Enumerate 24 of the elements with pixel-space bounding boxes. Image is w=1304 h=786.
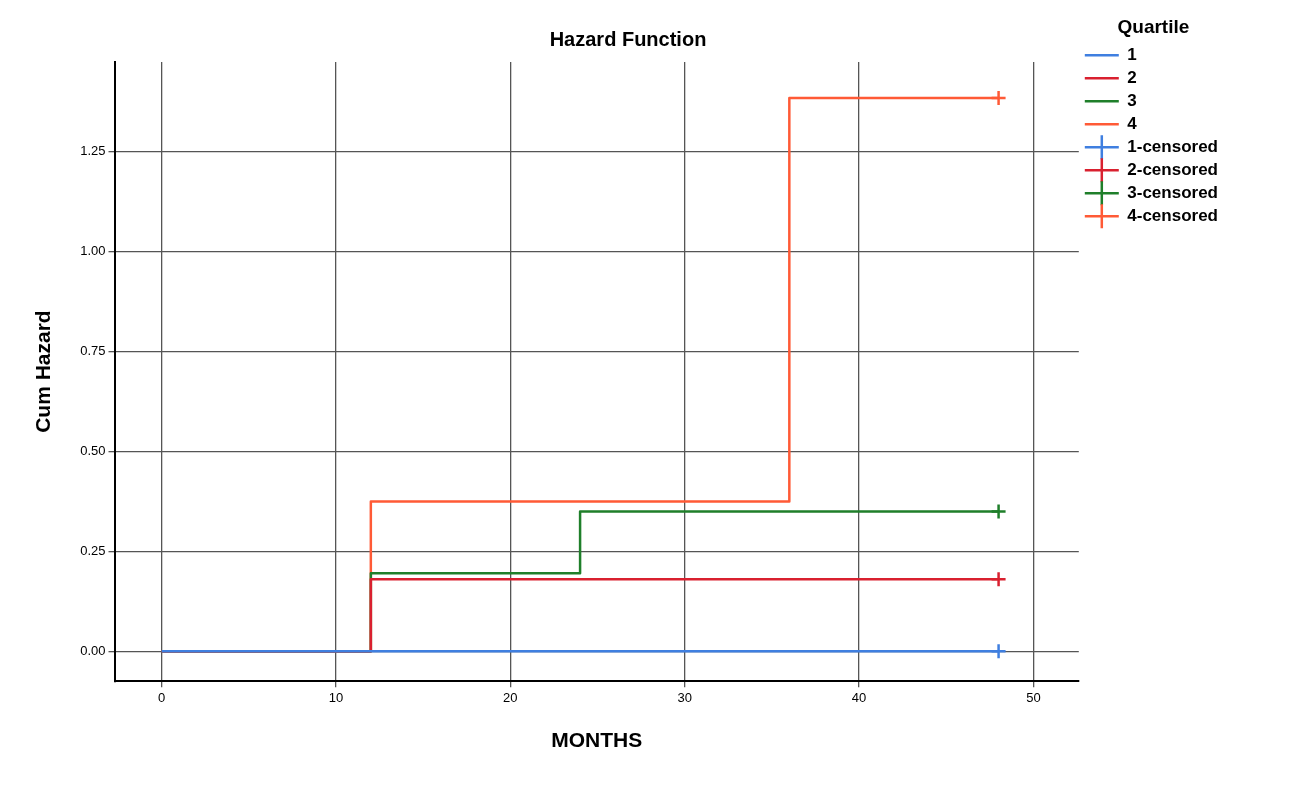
x-tick-label: 20	[503, 689, 518, 705]
legend-label: 1-censored	[1127, 136, 1218, 156]
x-axis-title: MONTHS	[551, 728, 643, 752]
x-tick-label: 50	[1026, 689, 1041, 705]
y-tick-label: 0.75	[80, 343, 106, 359]
y-tick-label: 0.25	[80, 542, 106, 558]
y-tick-label: 0.00	[80, 642, 106, 658]
legend-label: 4	[1127, 113, 1138, 133]
y-tick-label: 1.25	[80, 143, 106, 159]
legend-label: 2-censored	[1127, 159, 1218, 179]
legend-label: 1	[1127, 44, 1137, 64]
x-tick-label: 30	[677, 689, 692, 705]
legend-label: 4-censored	[1127, 205, 1218, 225]
x-tick-label: 10	[328, 689, 344, 705]
y-tick-label: 1.00	[80, 243, 106, 259]
chart-title: Hazard Function	[549, 27, 707, 50]
legend-label: 2	[1127, 67, 1137, 87]
y-axis-title: Cum Hazard	[31, 310, 55, 433]
x-tick-label: 40	[851, 689, 867, 705]
legend-title: Quartile	[1117, 15, 1190, 37]
legend-label: 3-censored	[1127, 182, 1218, 202]
y-tick-label: 0.50	[80, 443, 106, 459]
legend-label: 3	[1127, 90, 1137, 110]
x-tick-label: 0	[157, 689, 166, 705]
